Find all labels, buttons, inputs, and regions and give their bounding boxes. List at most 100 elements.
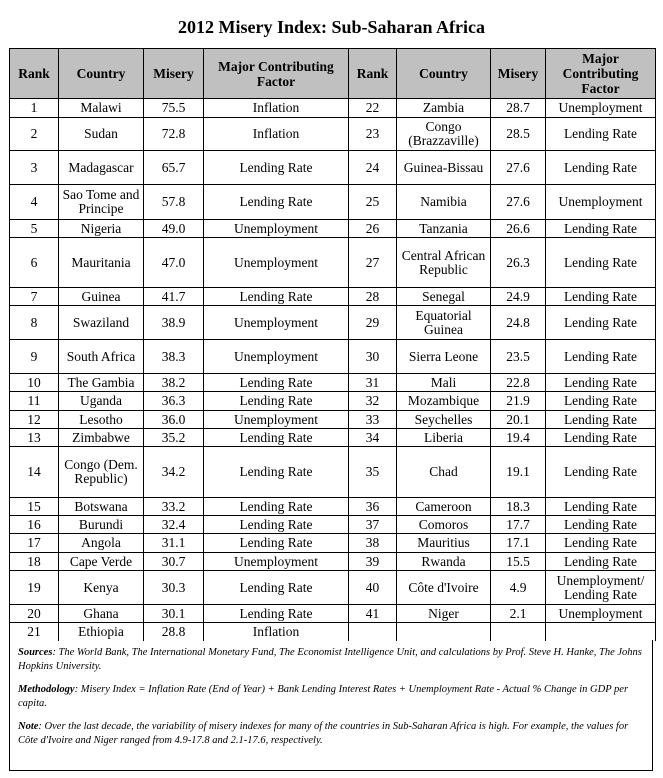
rank-cell: 18: [9, 552, 59, 571]
page-title: 2012 Misery Index: Sub-Saharan Africa: [177, 17, 485, 37]
rank-cell: 2: [9, 117, 59, 151]
rank-cell: 32: [348, 391, 397, 411]
misery-cell: 75.5: [143, 98, 204, 118]
country-cell: Zimbabwe: [58, 428, 144, 447]
factor-cell: Lending Rate: [545, 428, 656, 447]
country-cell: Angola: [58, 533, 144, 553]
country-cell: Senegal: [396, 287, 491, 306]
country-cell: Congo (Dem. Republic): [58, 446, 144, 498]
table-row: 9 South Africa 38.3 Unemployment 30 Sierra Le…: [9, 339, 656, 374]
table-row: 18 Cape Verde 30.7 Unemployment 39 Rwanda 15.5…: [9, 552, 656, 571]
misery-cell: 24.8: [490, 305, 546, 340]
country-cell: Rwanda: [396, 552, 491, 571]
misery-cell: 18.3: [490, 497, 546, 516]
country-cell: Lesotho: [58, 410, 144, 429]
rank-cell: 20: [9, 604, 59, 623]
rank-cell: 27: [348, 237, 397, 288]
country-cell: Congo (Brazzaville): [396, 117, 491, 151]
misery-cell: 4.9: [490, 570, 546, 605]
factor-cell: Lending Rate: [545, 533, 656, 553]
factor-cell: [545, 622, 656, 641]
misery-cell: 27.6: [490, 184, 546, 220]
factor-cell: Lending Rate: [203, 184, 349, 220]
misery-cell: 21.9: [490, 391, 546, 411]
rank-cell: 30: [348, 339, 397, 374]
factor-cell: Lending Rate: [203, 150, 349, 185]
country-cell: Mali: [396, 373, 491, 392]
country-cell: Burundi: [58, 515, 144, 534]
factor-cell: Lending Rate: [203, 391, 349, 411]
country-cell: The Gambia: [58, 373, 144, 392]
rank-cell: 26: [348, 219, 397, 238]
factor-cell: Inflation: [203, 117, 349, 151]
factor-cell: Lending Rate: [203, 373, 349, 392]
rank-cell: 11: [9, 391, 59, 411]
misery-cell: 33.2: [143, 497, 204, 516]
rank-cell: 10: [9, 373, 59, 392]
factor-cell: Unemployment: [545, 98, 656, 118]
country-cell: Côte d'Ivoire: [396, 570, 491, 605]
factor-cell: Unemployment: [203, 237, 349, 288]
factor-cell: Lending Rate: [545, 237, 656, 288]
rank-cell: 3: [9, 150, 59, 185]
factor-cell: Lending Rate: [203, 446, 349, 498]
factor-cell: Lending Rate: [545, 373, 656, 392]
column-header: Major Contributing Factor: [545, 48, 656, 99]
misery-cell: 31.1: [143, 533, 204, 553]
rank-cell: 13: [9, 428, 59, 447]
notes-box: Sources: The World Bank, The Internation…: [9, 640, 653, 771]
table-row: 6 Mauritania 47.0 Unemployment 27 Central Afr…: [9, 237, 656, 288]
country-cell: Central African Republic: [396, 237, 491, 288]
country-cell: Ghana: [58, 604, 144, 623]
country-cell: Malawi: [58, 98, 144, 118]
rank-cell: 29: [348, 305, 397, 340]
rank-cell: 5: [9, 219, 59, 238]
misery-cell: 38.3: [143, 339, 204, 374]
column-header: Misery: [143, 48, 204, 99]
misery-index-table: Rank Country Misery Major Contributing Fact…: [9, 48, 656, 641]
table-row: 7 Guinea 41.7 Lending Rate 28 Senegal 24.9 Lend…: [9, 287, 656, 306]
rank-cell: 36: [348, 497, 397, 516]
misery-cell: 17.1: [490, 533, 546, 553]
table-row: 8 Swaziland 38.9 Unemployment 29 Equatorial G…: [9, 305, 656, 340]
rank-cell: 23: [348, 117, 397, 151]
country-cell: Cape Verde: [58, 552, 144, 571]
country-cell: Comoros: [396, 515, 491, 534]
table-row: 17 Angola 31.1 Lending Rate 38 Mauritius 17.1 L…: [9, 533, 656, 553]
country-cell: Mauritania: [58, 237, 144, 288]
misery-cell: 26.6: [490, 219, 546, 238]
table-row: 10 The Gambia 38.2 Lending Rate 31 Mali 22.8 Le…: [9, 373, 656, 392]
country-cell: Zambia: [396, 98, 491, 118]
rank-cell: 24: [348, 150, 397, 185]
column-header: Major Contributing Factor: [203, 48, 349, 99]
country-cell: Equatorial Guinea: [396, 305, 491, 340]
country-cell: Tanzania: [396, 219, 491, 238]
factor-cell: Lending Rate: [203, 570, 349, 605]
misery-cell: 38.2: [143, 373, 204, 392]
misery-cell: 36.3: [143, 391, 204, 411]
methodology-note: Methodology: Misery Index = Inflation Ra…: [18, 684, 629, 709]
rank-cell: 14: [9, 446, 59, 498]
factor-cell: Lending Rate: [203, 428, 349, 447]
factor-cell: Lending Rate: [545, 497, 656, 516]
rank-cell: 1: [9, 98, 59, 118]
table-row: 21 Ethiopia 28.8 Inflation: [9, 622, 656, 641]
rank-cell: 9: [9, 339, 59, 374]
misery-cell: 28.7: [490, 98, 546, 118]
misery-cell: 2.1: [490, 604, 546, 623]
factor-cell: Lending Rate: [203, 533, 349, 553]
rank-cell: 8: [9, 305, 59, 340]
country-cell: Uganda: [58, 391, 144, 411]
country-cell: Botswana: [58, 497, 144, 516]
country-cell: Sierra Leone: [396, 339, 491, 374]
misery-cell: 20.1: [490, 410, 546, 429]
country-cell: Seychelles: [396, 410, 491, 429]
rank-cell: 38: [348, 533, 397, 553]
rank-cell: 21: [9, 622, 59, 641]
misery-cell: 19.1: [490, 446, 546, 498]
misery-cell: 47.0: [143, 237, 204, 288]
factor-cell: Inflation: [203, 622, 349, 641]
misery-cell: 57.8: [143, 184, 204, 220]
misery-cell: 38.9: [143, 305, 204, 340]
misery-cell: [490, 622, 546, 641]
